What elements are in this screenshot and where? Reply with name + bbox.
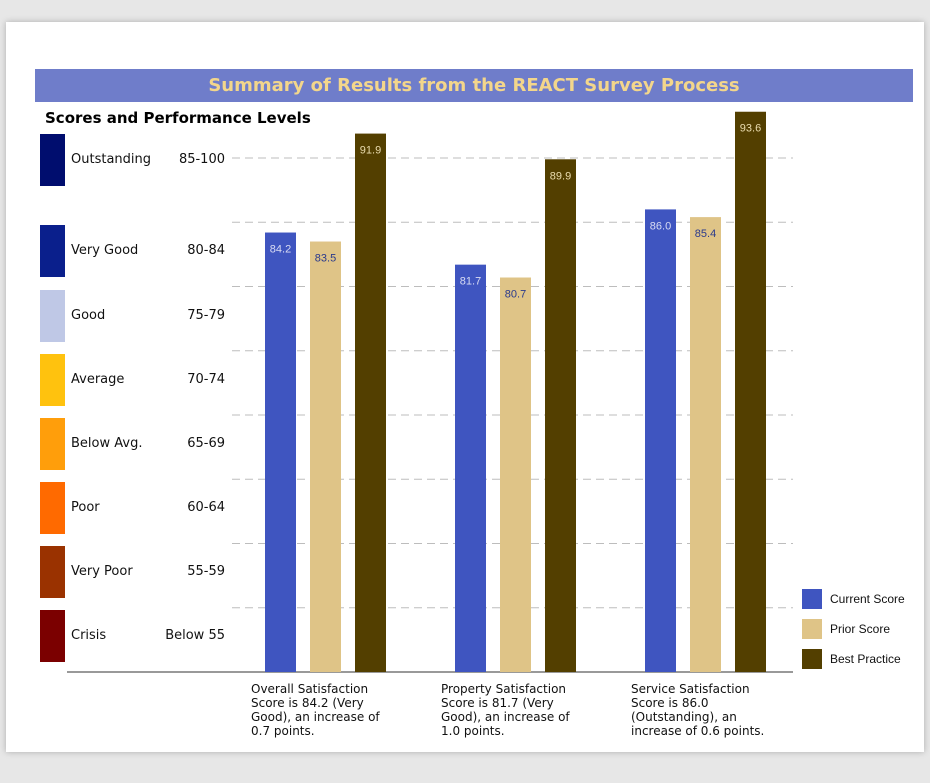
caption-service: Service Satisfaction Score is 86.0 (Outs… (631, 682, 791, 738)
bar (735, 111, 766, 673)
level-range: 65-69 (187, 436, 225, 451)
caption-line: 0.7 points. (251, 724, 315, 738)
caption-line: (Outstanding), an (631, 710, 737, 724)
report-title-banner: Summary of Results from the REACT Survey… (35, 69, 913, 102)
level-name: Very Good (71, 243, 139, 258)
level-swatch (40, 546, 65, 598)
bars (265, 111, 766, 673)
bar (645, 209, 676, 672)
level-range: 75-79 (187, 308, 225, 323)
bar (500, 277, 531, 672)
legend-label: Current Score (830, 592, 905, 606)
caption-line: 1.0 points. (441, 724, 505, 738)
level-swatch (40, 134, 65, 186)
legend-swatch (802, 649, 822, 669)
level-name: Below Avg. (71, 436, 143, 451)
bar (355, 133, 386, 672)
bar-value-label: 86.0 (650, 220, 671, 232)
bar-value-label: 91.9 (360, 145, 381, 157)
bar (545, 159, 576, 672)
caption-line: Good), an increase of (251, 710, 380, 724)
caption-line: Score is 86.0 (631, 696, 709, 710)
legend-swatch (802, 619, 822, 639)
caption-line: Good), an increase of (441, 710, 570, 724)
bar-value-label: 81.7 (460, 276, 481, 288)
level-swatch (40, 290, 65, 342)
bar-value-label: 89.9 (550, 170, 571, 182)
bar-value-label: 80.7 (505, 289, 526, 301)
level-swatch (40, 225, 65, 277)
bar (455, 264, 486, 672)
level-name: Poor (71, 500, 100, 515)
level-swatch (40, 482, 65, 534)
level-name: Average (71, 372, 125, 387)
bar-value-label: 84.2 (270, 244, 291, 256)
caption-line: Service Satisfaction (631, 682, 750, 696)
caption-line: Score is 84.2 (Very (251, 696, 364, 710)
level-name: Very Poor (71, 564, 133, 579)
level-range: Below 55 (165, 628, 225, 643)
level-range: 70-74 (187, 372, 225, 387)
caption-property: Property Satisfaction Score is 81.7 (Ver… (441, 682, 601, 738)
level-range: 55-59 (187, 564, 225, 579)
bar (265, 232, 296, 672)
legend-label: Prior Score (830, 622, 891, 636)
level-range: 60-64 (187, 500, 225, 515)
bar-value-label: 93.6 (740, 123, 761, 135)
bar-value-labels: 84.2 83.5 91.9 81.7 80.7 89.9 86.0 85.4 93.6 (270, 123, 761, 301)
caption-overall: Overall Satisfaction Score is 84.2 (Very… (251, 682, 411, 738)
caption-line: Overall Satisfaction (251, 682, 369, 696)
section-subtitle: Scores and Performance Levels (45, 109, 311, 127)
level-swatch (40, 354, 65, 406)
bar (310, 241, 341, 672)
level-swatch (40, 610, 65, 662)
bar-value-label: 83.5 (315, 253, 336, 265)
level-name: Crisis (71, 628, 107, 643)
caption-line: Property Satisfaction (441, 682, 567, 696)
level-range: 80-84 (187, 243, 225, 258)
level-range: 85-100 (178, 152, 225, 167)
caption-line: Score is 81.7 (Very (441, 696, 554, 710)
bar-value-label: 85.4 (695, 228, 716, 240)
legend-label: Best Practice (830, 652, 901, 666)
level-name: Outstanding (71, 152, 151, 167)
level-swatch (40, 418, 65, 470)
bar (690, 217, 721, 673)
caption-line: increase of 0.6 points. (631, 724, 765, 738)
legend-swatch (802, 589, 822, 609)
level-name: Good (71, 308, 106, 323)
